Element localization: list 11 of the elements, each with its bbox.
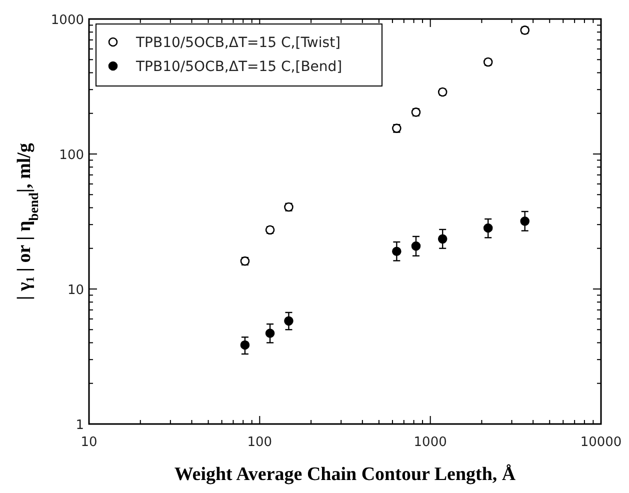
y-tick-label: 10 <box>67 283 84 298</box>
y-tick-label: 1000 <box>50 13 84 28</box>
y-tick-label: 100 <box>59 148 84 163</box>
x-tick-label: 1000 <box>414 435 447 450</box>
x-tick-label: 10 <box>80 435 98 450</box>
x-tick-label: 100 <box>247 435 272 450</box>
x-tick-label: 10000 <box>580 435 622 450</box>
legend-label: TPB10/5OCB,ΔT=15 C,[Bend] <box>135 59 342 75</box>
y-tick-label: 1 <box>76 418 84 433</box>
x-axis-title: Weight Average Chain Contour Length, Å <box>174 464 516 485</box>
legend-label: TPB10/5OCB,ΔT=15 C,[Twist] <box>135 35 341 51</box>
